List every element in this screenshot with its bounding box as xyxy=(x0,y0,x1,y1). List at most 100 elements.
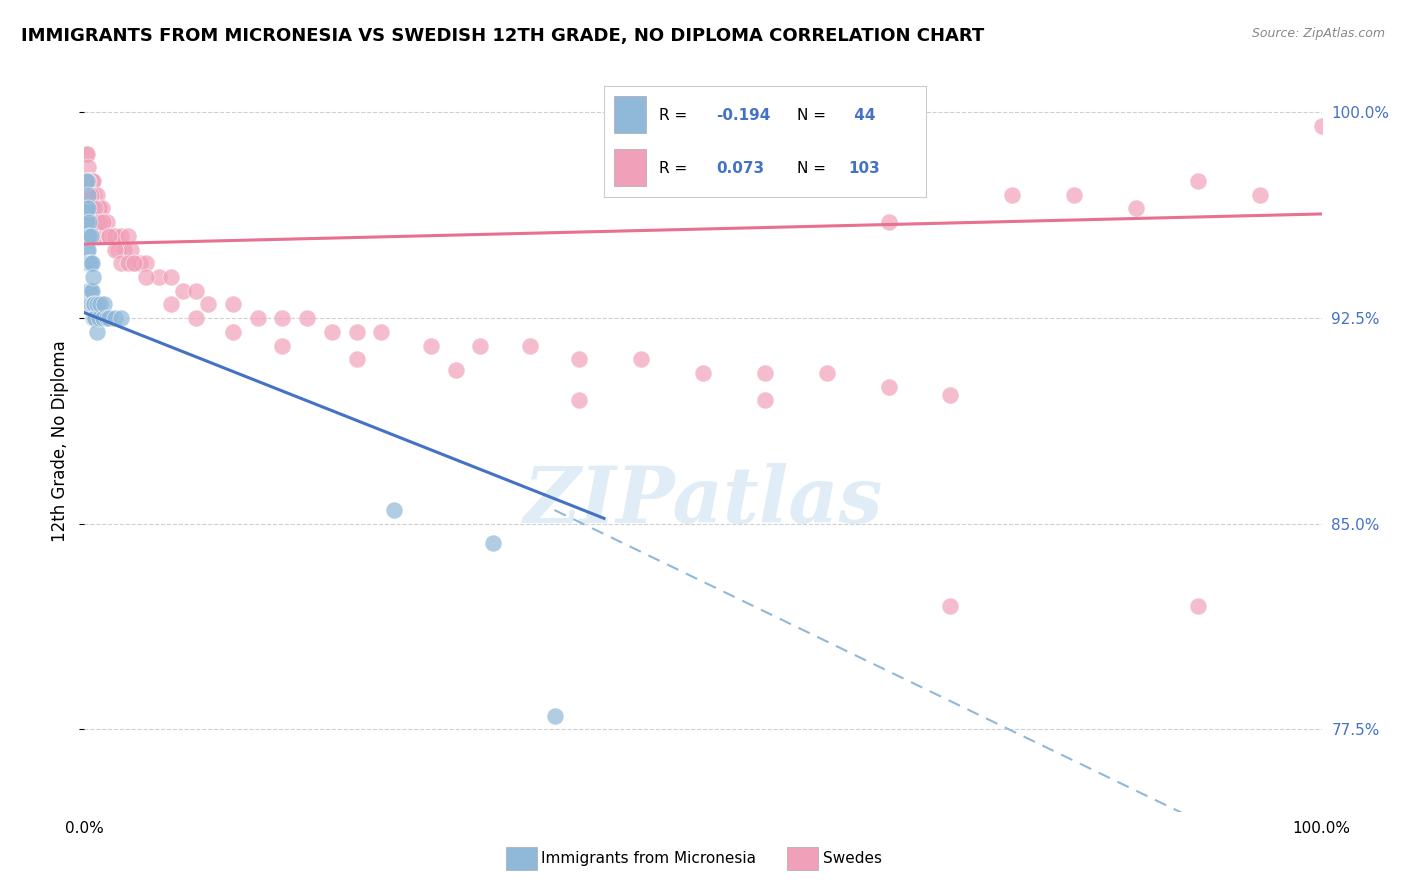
Point xyxy=(87,215,110,229)
Point xyxy=(84,202,107,216)
Point xyxy=(89,215,111,229)
Point xyxy=(246,311,269,326)
Point xyxy=(110,311,132,326)
Point xyxy=(79,228,101,243)
Point xyxy=(79,284,101,298)
Point xyxy=(89,297,111,311)
Point xyxy=(222,297,245,311)
Point xyxy=(80,284,103,298)
Point xyxy=(79,187,101,202)
Point xyxy=(79,228,101,243)
Point xyxy=(271,338,294,352)
Point xyxy=(75,202,97,216)
Point xyxy=(79,256,101,270)
Text: ZIPatlas: ZIPatlas xyxy=(523,463,883,539)
Point xyxy=(82,202,104,216)
Point xyxy=(89,215,111,229)
Point xyxy=(419,338,441,352)
Point xyxy=(470,338,492,352)
Point xyxy=(110,256,132,270)
Point xyxy=(100,228,122,243)
Point xyxy=(89,202,111,216)
Point xyxy=(76,146,98,161)
Point xyxy=(84,311,107,326)
Point xyxy=(815,366,838,380)
Point xyxy=(122,256,145,270)
Point xyxy=(86,202,108,216)
Point xyxy=(80,256,103,270)
Point xyxy=(76,202,98,216)
Point xyxy=(91,215,114,229)
Point xyxy=(104,243,127,257)
Point xyxy=(107,243,129,257)
Point xyxy=(184,311,207,326)
Point xyxy=(481,536,503,550)
Point xyxy=(75,174,97,188)
Point xyxy=(110,228,132,243)
Point xyxy=(77,228,100,243)
Point xyxy=(83,187,105,202)
Point xyxy=(91,228,114,243)
Point xyxy=(86,325,108,339)
Point xyxy=(77,174,100,188)
Point xyxy=(96,215,118,229)
Point xyxy=(1310,119,1333,133)
Point xyxy=(172,284,194,298)
Point xyxy=(79,284,101,298)
Point xyxy=(80,202,103,216)
Text: Swedes: Swedes xyxy=(823,852,882,866)
Point xyxy=(86,187,108,202)
Point xyxy=(939,599,962,613)
Point xyxy=(84,215,107,229)
Point xyxy=(86,215,108,229)
Point xyxy=(98,228,121,243)
Point xyxy=(117,228,139,243)
Point xyxy=(79,202,101,216)
Point xyxy=(82,297,104,311)
Text: Source: ZipAtlas.com: Source: ZipAtlas.com xyxy=(1251,27,1385,40)
Point xyxy=(79,174,101,188)
Point xyxy=(77,284,100,298)
Point xyxy=(90,202,112,216)
Point xyxy=(568,352,591,367)
Point xyxy=(370,325,392,339)
Point xyxy=(82,202,104,216)
Point xyxy=(104,228,127,243)
Point xyxy=(117,256,139,270)
Point xyxy=(692,366,714,380)
Point xyxy=(346,325,368,339)
Point xyxy=(1187,599,1209,613)
Point xyxy=(129,256,152,270)
Point xyxy=(104,311,127,326)
Point xyxy=(75,146,97,161)
Point xyxy=(87,215,110,229)
Point xyxy=(96,311,118,326)
Point xyxy=(98,228,121,243)
Point xyxy=(1001,187,1024,202)
Point xyxy=(76,243,98,257)
Text: IMMIGRANTS FROM MICRONESIA VS SWEDISH 12TH GRADE, NO DIPLOMA CORRELATION CHART: IMMIGRANTS FROM MICRONESIA VS SWEDISH 12… xyxy=(21,27,984,45)
Y-axis label: 12th Grade, No Diploma: 12th Grade, No Diploma xyxy=(51,341,69,542)
Point xyxy=(1187,174,1209,188)
Point xyxy=(76,228,98,243)
Point xyxy=(112,243,135,257)
Point xyxy=(1125,202,1147,216)
Point xyxy=(93,215,115,229)
Point xyxy=(120,243,142,257)
Point xyxy=(197,297,219,311)
Point xyxy=(83,202,105,216)
Point xyxy=(98,311,121,326)
Point xyxy=(83,311,105,326)
Point xyxy=(271,311,294,326)
Point xyxy=(82,215,104,229)
Point xyxy=(79,297,101,311)
Point xyxy=(76,174,98,188)
Point xyxy=(79,174,101,188)
Point xyxy=(135,256,157,270)
Point xyxy=(877,215,900,229)
Point xyxy=(79,297,101,311)
Point xyxy=(97,228,120,243)
Point xyxy=(77,243,100,257)
Point xyxy=(82,311,104,326)
Point xyxy=(79,187,101,202)
